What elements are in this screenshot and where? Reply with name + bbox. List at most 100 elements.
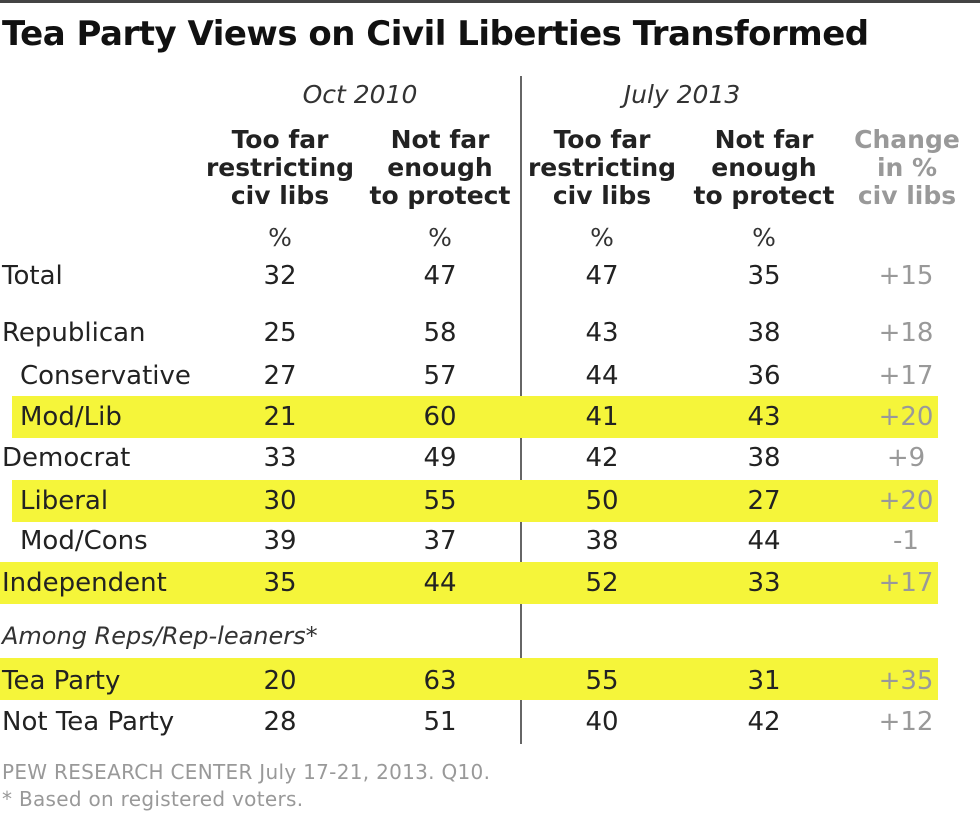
unit-label: % xyxy=(590,223,614,252)
cell-value: 38 xyxy=(585,526,619,556)
row-label: Total xyxy=(2,261,63,291)
cell-value: 38 xyxy=(747,318,781,348)
col-header-line: Not far xyxy=(390,125,490,154)
cell-value: 32 xyxy=(263,261,297,291)
cell-value: 58 xyxy=(423,318,457,348)
cell-value: 30 xyxy=(263,486,297,516)
col-header-jul-too-far: Too far restricting civ libs xyxy=(516,126,688,210)
col-header-line: to protect xyxy=(369,181,511,210)
cell-value: 35 xyxy=(263,568,297,598)
cell-value: 52 xyxy=(585,568,619,598)
col-header-line: civ libs xyxy=(552,181,652,210)
top-rule xyxy=(0,0,980,3)
cell-value: 47 xyxy=(585,261,619,291)
cell-value: 33 xyxy=(263,443,297,473)
cell-value: 37 xyxy=(423,526,457,556)
table-row: Independent 35 44 52 33 +17 xyxy=(0,563,980,603)
row-label: Republican xyxy=(2,318,146,348)
cell-change-value: +15 xyxy=(878,261,934,291)
row-label: Liberal xyxy=(20,486,109,516)
cell-value: 44 xyxy=(423,568,457,598)
cell-value: 49 xyxy=(423,443,457,473)
highlight-band-liberal xyxy=(12,480,938,522)
footnote: * Based on registered voters. xyxy=(2,787,304,811)
cell-value: 60 xyxy=(423,402,457,432)
cell-value: 38 xyxy=(747,443,781,473)
row-label: Mod/Cons xyxy=(20,526,148,556)
period-july-2013: July 2013 xyxy=(623,80,741,109)
cell-change-value: +35 xyxy=(878,666,934,696)
cell-value: 27 xyxy=(747,486,781,516)
cell-value: 55 xyxy=(585,666,619,696)
col-header-line: restricting xyxy=(527,153,677,182)
col-header-line: civ libs xyxy=(857,181,957,210)
cell-value: 40 xyxy=(585,707,619,737)
cell-value: 27 xyxy=(263,361,297,391)
table-row: Republican 25 58 43 38 +18 xyxy=(0,313,980,353)
cell-change-value: -1 xyxy=(893,526,919,556)
cell-value: 63 xyxy=(423,666,457,696)
source-note: PEW RESEARCH CENTER July 17-21, 2013. Q1… xyxy=(2,760,491,784)
cell-change-value: +20 xyxy=(878,402,934,432)
col-header-line: in % xyxy=(876,153,938,182)
cell-value: 33 xyxy=(747,568,781,598)
highlight-band-tea-party xyxy=(0,658,938,700)
cell-value: 42 xyxy=(585,443,619,473)
col-header-line: enough xyxy=(387,153,493,182)
col-header-change: Change in % civ libs xyxy=(844,126,970,210)
cell-value: 44 xyxy=(747,526,781,556)
row-label: Independent xyxy=(2,568,167,598)
col-header-oct-too-far: Too far restricting civ libs xyxy=(190,126,370,210)
table-row: Mod/Cons 39 37 38 44 -1 xyxy=(0,521,980,561)
table-row: Liberal 30 55 50 27 +20 xyxy=(0,481,980,521)
table-row: Total 32 47 47 35 +15 xyxy=(0,256,980,296)
unit-label: % xyxy=(752,223,776,252)
col-header-line: Too far xyxy=(231,125,329,154)
table-row: Tea Party 20 63 55 31 +35 xyxy=(0,661,980,701)
cell-value: 42 xyxy=(747,707,781,737)
section-subhead: Among Reps/Rep-leaners* xyxy=(2,622,318,650)
period-oct-2010: Oct 2010 xyxy=(302,80,418,109)
col-header-line: to protect xyxy=(693,181,835,210)
row-label: Not Tea Party xyxy=(2,707,175,737)
cell-value: 35 xyxy=(747,261,781,291)
col-header-line: restricting xyxy=(205,153,355,182)
cell-value: 36 xyxy=(747,361,781,391)
table-row: Democrat 33 49 42 38 +9 xyxy=(0,438,980,478)
cell-value: 50 xyxy=(585,486,619,516)
cell-value: 43 xyxy=(585,318,619,348)
cell-value: 39 xyxy=(263,526,297,556)
cell-change-value: +17 xyxy=(878,568,934,598)
col-header-line: enough xyxy=(711,153,817,182)
cell-value: 25 xyxy=(263,318,297,348)
row-label: Conservative xyxy=(20,361,191,391)
cell-value: 57 xyxy=(423,361,457,391)
cell-change-value: +20 xyxy=(878,486,934,516)
table-row: Mod/Lib 21 60 41 43 +20 xyxy=(0,397,980,437)
col-header-line: Change xyxy=(854,125,960,154)
col-header-line: Too far xyxy=(553,125,651,154)
col-header-line: civ libs xyxy=(230,181,330,210)
cell-value: 31 xyxy=(747,666,781,696)
table-row: Not Tea Party 28 51 40 42 +12 xyxy=(0,702,980,742)
highlight-band-mod-lib xyxy=(12,396,938,438)
cell-change-value: +18 xyxy=(878,318,934,348)
cell-value: 55 xyxy=(423,486,457,516)
cell-value: 51 xyxy=(423,707,457,737)
row-label: Tea Party xyxy=(2,666,121,696)
cell-value: 20 xyxy=(263,666,297,696)
unit-label: % xyxy=(428,223,452,252)
row-label: Mod/Lib xyxy=(20,402,122,432)
table-row: Conservative 27 57 44 36 +17 xyxy=(0,356,980,396)
cell-change-value: +17 xyxy=(878,361,934,391)
cell-value: 21 xyxy=(263,402,297,432)
col-header-jul-not-far: Not far enough to protect xyxy=(684,126,844,210)
cell-change-value: +9 xyxy=(886,443,926,473)
cell-value: 28 xyxy=(263,707,297,737)
cell-value: 43 xyxy=(747,402,781,432)
highlight-band-independent xyxy=(0,562,938,604)
chart-title: Tea Party Views on Civil Liberties Trans… xyxy=(2,14,869,54)
row-label: Democrat xyxy=(2,443,131,473)
unit-label: % xyxy=(268,223,292,252)
cell-change-value: +12 xyxy=(878,707,934,737)
